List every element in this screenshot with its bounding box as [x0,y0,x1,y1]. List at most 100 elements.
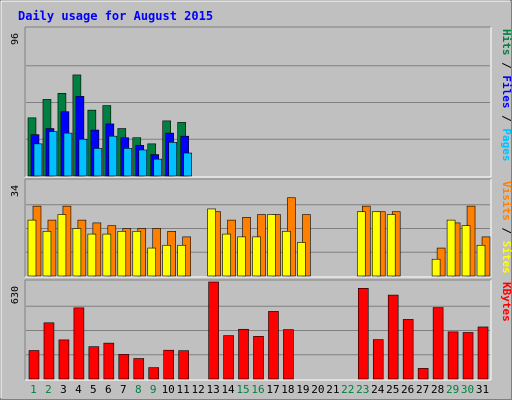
bar-pages-day-7 [123,148,133,177]
bar-sites-day-11 [177,244,186,277]
bar-sites-day-13 [207,208,216,277]
panel-kbytes: 630 KBytes [10,279,512,381]
x-tick-label: 30 [461,383,474,396]
legend-item-kbytes: KBytes [500,282,512,322]
bar-pages-day-4 [78,138,88,177]
x-tick-label: 11 [177,383,190,396]
bar-sites-day-19 [297,242,306,277]
x-tick-label: 17 [266,383,279,396]
bar-kbytes-day-4 [73,307,85,380]
x-tick-label: 21 [326,383,339,396]
x-tick-label: 23 [356,383,369,396]
legend-kbytes: KBytes [500,282,512,322]
bar-sites-day-29 [446,219,456,277]
bar-sites-day-31 [476,244,486,277]
bar-sites-day-15 [237,236,246,277]
bar-sites-day-1 [27,219,37,277]
chart-title: Daily usage for August 2015 [18,9,213,23]
bar-kbytes-day-23 [357,288,369,380]
legend-separator: / [500,221,512,241]
x-tick-label: 4 [75,383,82,396]
bar-kbytes-day-6 [103,342,115,380]
x-tick-label: 24 [371,383,385,396]
x-tick-label: 9 [150,383,157,396]
panel-hits: 96 Hits / Files / Pages [10,26,512,178]
x-tick-label: 10 [162,383,175,396]
bar-kbytes-day-28 [432,307,444,380]
x-tick-label: 27 [416,383,429,396]
bar-sites-day-30 [461,225,471,277]
x-tick-label: 6 [105,383,112,396]
bar-kbytes-day-9 [148,367,160,380]
bar-pages-day-9 [153,158,163,177]
x-tick-label: 1 [30,383,37,396]
bar-sites-day-16 [252,236,261,277]
bar-kbytes-day-31 [477,326,489,380]
bar-kbytes-day-29 [447,331,459,380]
bar-sites-day-18 [282,230,291,277]
bar-kbytes-day-8 [133,358,145,380]
y-max-label-kbytes: 630 [10,286,21,304]
bar-sites-day-9 [147,247,157,277]
bar-kbytes-day-13 [208,281,219,380]
bar-kbytes-day-14 [223,335,234,380]
x-tick-label: 3 [60,383,67,396]
legend-item-visits: Visits [500,181,512,221]
x-tick-label: 18 [281,383,294,396]
panel-visits: 34 Visits / Sites [10,178,512,278]
bar-sites-day-14 [222,233,231,277]
bar-sites-day-8 [132,230,142,277]
x-tick-label: 20 [311,383,324,396]
bar-kbytes-day-5 [88,346,100,380]
bar-sites-day-3 [57,214,67,277]
bar-sites-day-17 [267,214,276,277]
bar-pages-day-1 [33,143,43,177]
x-axis-labels: 1 2 3 4 5 6 7 8 9 10 11 12 13 14 15 16 17 18 19 20 21 22 23 24 2… [30,383,489,396]
x-tick-label: 7 [120,383,127,396]
y-max-label-hits: 96 [10,33,21,45]
bar-sites-day-24 [371,211,381,277]
x-tick-label: 2 [45,383,52,396]
bar-pages-day-6 [108,135,118,177]
bar-pages-day-3 [63,132,73,177]
x-tick-label: 19 [296,383,309,396]
x-tick-label: 22 [341,383,354,396]
x-tick-label: 29 [446,383,459,396]
x-tick-label: 8 [135,383,142,396]
bar-kbytes-day-16 [253,336,264,380]
bar-pages-day-11 [183,152,192,177]
bar-kbytes-day-11 [178,350,189,380]
legend-visits: Visits / Sites [500,181,512,274]
bar-kbytes-day-30 [462,332,474,380]
bar-kbytes-day-3 [58,339,70,380]
bar-sites-day-10 [162,244,171,277]
x-tick-label: 5 [90,383,97,396]
x-tick-label: 15 [236,383,249,396]
bar-kbytes-day-27 [417,368,429,380]
bar-sites-day-4 [72,228,82,277]
bar-sites-day-28 [431,258,441,277]
bar-kbytes-day-1 [28,350,40,380]
y-max-label-visits: 34 [10,185,21,197]
x-tick-label: 14 [221,383,235,396]
legend-item-files: Files [500,75,512,108]
x-tick-label: 31 [476,383,489,396]
bar-kbytes-day-17 [268,311,279,380]
bar-sites-day-7 [117,230,127,277]
bar-kbytes-day-7 [118,354,130,380]
x-tick-label: 25 [386,383,399,396]
bar-kbytes-day-26 [402,319,414,380]
legend-item-sites: Sites [500,241,512,274]
x-tick-label: 26 [401,383,414,396]
x-tick-label: 13 [206,383,219,396]
bar-kbytes-day-25 [387,294,399,380]
bar-kbytes-day-10 [163,349,174,380]
bar-pages-day-8 [138,149,148,177]
bar-sites-day-5 [87,233,97,277]
bar-sites-day-25 [386,214,396,277]
bar-kbytes-day-18 [283,329,294,380]
legend-separator: / [500,109,512,129]
legend-item-hits: Hits [500,29,512,56]
bar-pages-day-2 [48,131,58,177]
